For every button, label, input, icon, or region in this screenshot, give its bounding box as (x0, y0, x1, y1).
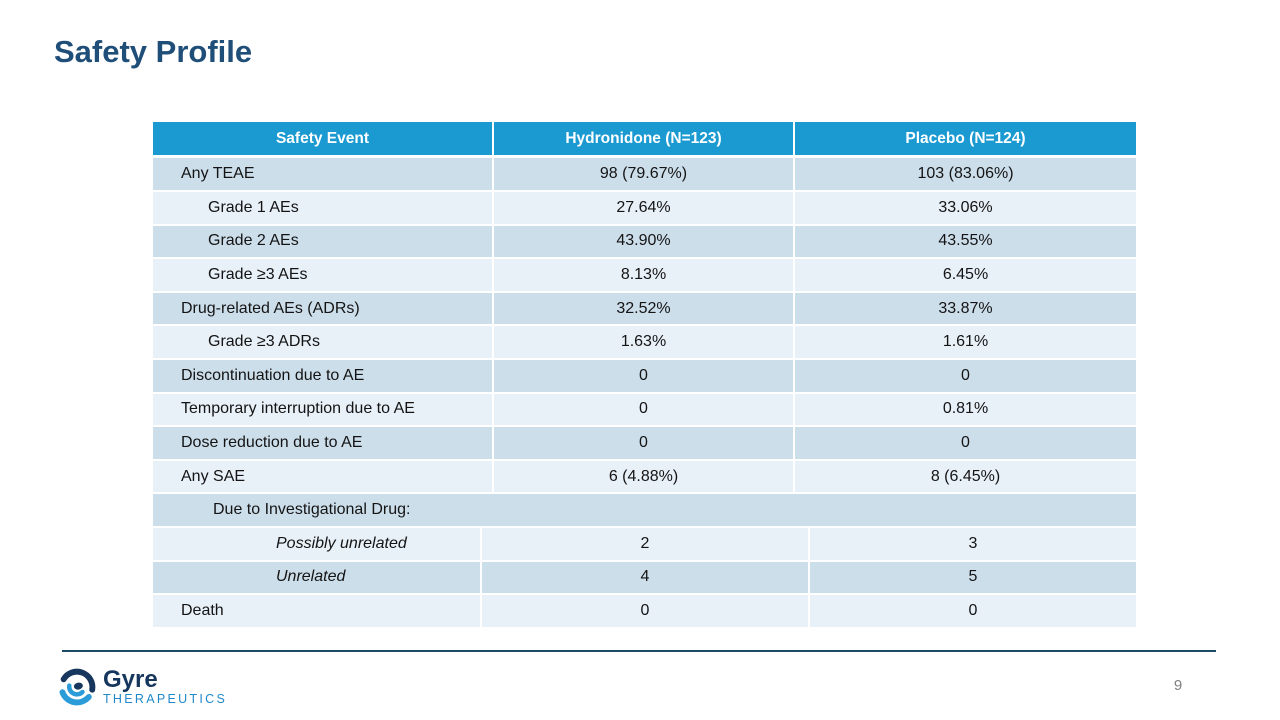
row-label: Any TEAE (153, 158, 494, 190)
table-row: Grade 1 AEs 27.64% 33.06% (153, 191, 1136, 226)
cell-value: 0 (482, 595, 810, 627)
cell-value: 0 (961, 366, 970, 384)
row-label: Unrelated (153, 561, 482, 594)
table-row: Drug-related AEs (ADRs) 32.52% 33.87% (153, 292, 1136, 327)
column-header-placebo: Placebo (N=124) (905, 129, 1026, 147)
cell-value: 33.87% (938, 299, 993, 317)
cell-value: 3 (968, 534, 978, 552)
row-label: Temporary interruption due to AE (153, 393, 494, 426)
row-label: Death (153, 595, 482, 627)
cell-value: 32.52% (494, 292, 795, 325)
cell-value: 0.81% (942, 400, 989, 418)
logo-wordmark: Gyre THERAPEUTICS (103, 665, 228, 707)
table-row: Grade ≥3 ADRs 1.63% 1.61% (153, 326, 1136, 360)
table-row: Discontinuation due to AE 0 0 (153, 359, 1136, 394)
table-row: Grade ≥3 AEs 8.13% 6.45% (153, 259, 1136, 293)
table-row: Unrelated 4 5 (153, 561, 1136, 596)
table-row: Grade 2 AEs 43.90% 43.55% (153, 225, 1136, 260)
cell-value: 6.45% (942, 265, 989, 283)
row-label: Due to Investigational Drug: (213, 501, 411, 519)
cell-value: 103 (83.06%) (917, 165, 1014, 183)
table-row: Any SAE 6 (4.88%) 8 (6.45%) (153, 460, 1136, 495)
row-label: Possibly unrelated (153, 527, 482, 560)
row-label: Any SAE (153, 460, 494, 493)
row-label: Grade ≥3 AEs (153, 259, 494, 291)
table-row: Death 0 0 (153, 595, 1136, 629)
table-row: Any TEAE 98 (79.67%) 103 (83.06%) (153, 158, 1136, 192)
footer-divider (62, 650, 1216, 652)
cell-value: 98 (79.67%) (494, 158, 795, 190)
cell-value: 33.06% (938, 198, 993, 216)
cell-value: 43.90% (494, 225, 795, 258)
cell-value: 8.13% (494, 259, 795, 291)
cell-value: 6 (4.88%) (494, 460, 795, 493)
table-row: Possibly unrelated 2 3 (153, 527, 1136, 562)
page-number: 9 (1173, 677, 1183, 694)
row-label: Dose reduction due to AE (153, 427, 494, 459)
cell-value: 0 (961, 433, 970, 451)
cell-value: 2 (482, 527, 810, 560)
cell-value: 43.55% (938, 232, 993, 250)
gyre-logo: Gyre THERAPEUTICS (57, 666, 227, 708)
row-label: Discontinuation due to AE (153, 359, 494, 392)
cell-value: 1.61% (942, 333, 989, 351)
row-label: Grade 2 AEs (153, 225, 494, 258)
row-label: Drug-related AEs (ADRs) (153, 292, 494, 325)
logo-name: Gyre (103, 665, 158, 693)
table-row: Dose reduction due to AE 0 0 (153, 427, 1136, 461)
cell-value: 0 (968, 601, 978, 619)
cell-value: 0 (494, 359, 795, 392)
cell-value: 8 (6.45%) (930, 467, 1001, 485)
page-title: Safety Profile (54, 34, 253, 69)
column-header-safety-event: Safety Event (153, 122, 494, 156)
cell-value: 0 (494, 427, 795, 459)
column-header-hydronidone: Hydronidone (N=123) (494, 122, 795, 156)
cell-value: 5 (968, 568, 978, 586)
logo-subtitle: THERAPEUTICS (103, 691, 228, 706)
row-label: Grade 1 AEs (153, 191, 494, 224)
cell-value: 0 (494, 393, 795, 426)
gyre-swirl-icon (59, 668, 96, 706)
cell-value: 27.64% (494, 191, 795, 224)
row-label: Grade ≥3 ADRs (153, 326, 494, 358)
table-header-row: Safety Event Hydronidone (N=123) Placebo… (153, 122, 1136, 159)
cell-value: 1.63% (494, 326, 795, 358)
safety-table: Safety Event Hydronidone (N=123) Placebo… (153, 122, 1136, 629)
cell-value: 4 (482, 561, 810, 594)
table-row-merged: Due to Investigational Drug: (153, 494, 1136, 528)
table-row: Temporary interruption due to AE 0 0.81% (153, 393, 1136, 428)
